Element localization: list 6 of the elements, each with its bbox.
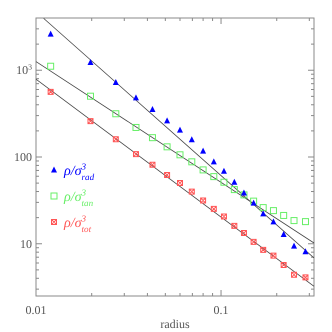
x-tick-label: 0.1 (214, 303, 229, 317)
y-tick-label: 10$^{3}$ (16, 62, 32, 78)
x-axis-title: radius (160, 317, 190, 331)
y-tick-label: 100 (14, 150, 32, 164)
x-tick-label: 0.01 (26, 303, 46, 317)
y-tick-label: 10 (20, 236, 32, 251)
